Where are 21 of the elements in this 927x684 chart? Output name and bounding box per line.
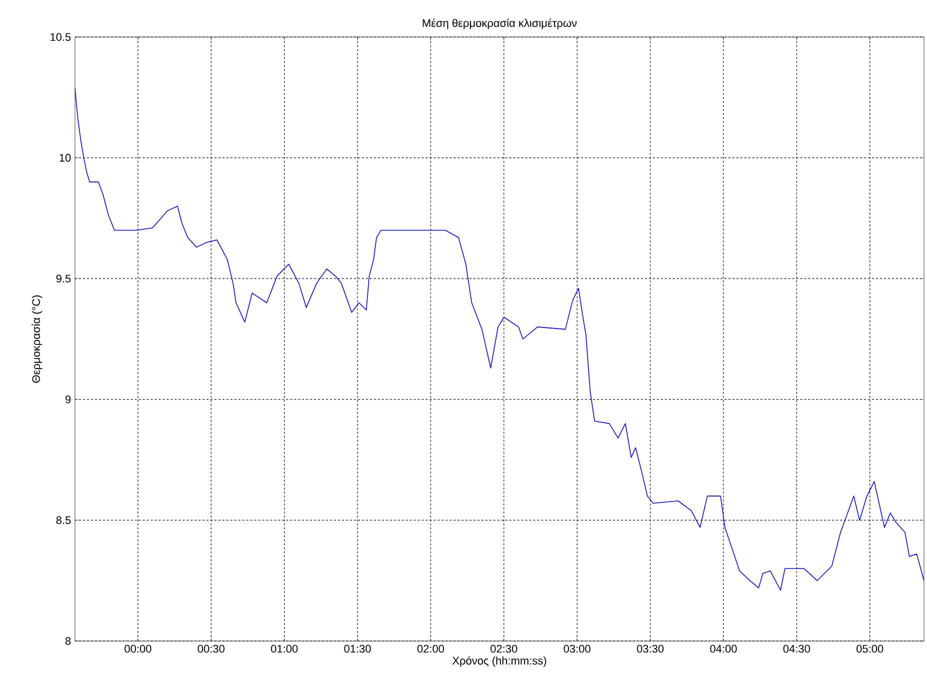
x-tick-label: 01:00: [270, 644, 298, 653]
y-tick-label: 8.5: [56, 516, 71, 524]
x-tick-label: 02:00: [417, 644, 444, 653]
y-tick-label: 8: [66, 637, 71, 645]
x-tick-label: 01:30: [344, 644, 371, 653]
y-axis-title: Θερμοκρασία (°C): [32, 295, 42, 383]
x-tick-label: 04:30: [783, 644, 810, 653]
x-tick-label: 00:30: [198, 644, 224, 653]
y-tick-label: 9: [66, 395, 71, 404]
line-series: [75, 87, 924, 591]
y-tick-label: 10.5: [50, 33, 71, 41]
x-tick-label: 02:30: [490, 644, 518, 653]
chart-title: Μέση θερμοκρασία κλισιμέτρων: [422, 18, 577, 30]
x-tick-label: 05:00: [856, 644, 884, 653]
y-tick-label: 10: [60, 154, 71, 162]
x-axis-title: Χρόνος (hh:mm:ss): [452, 656, 546, 667]
y-tick-label: 9.5: [56, 274, 71, 282]
x-tick-label: 04:00: [710, 644, 737, 653]
x-tick-label: 03:00: [564, 644, 590, 653]
x-tick-label: 03:30: [636, 644, 664, 653]
x-tick-label: 00:00: [124, 644, 152, 653]
